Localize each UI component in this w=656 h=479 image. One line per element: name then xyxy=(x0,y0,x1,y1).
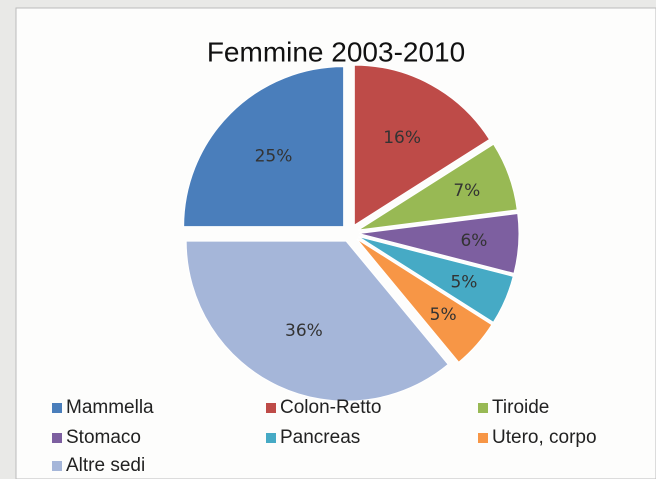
data-label: 7% xyxy=(453,181,480,201)
pie-slice xyxy=(356,238,493,363)
pie-slice xyxy=(357,236,514,323)
legend-swatch xyxy=(478,403,488,413)
chart-title: Femmine 2003-2010 xyxy=(207,36,465,67)
pie-slice xyxy=(358,212,520,274)
legend-swatch xyxy=(266,403,276,413)
legend-swatch xyxy=(52,461,62,471)
legend-label: Altre sedi xyxy=(66,455,145,476)
pie-slice xyxy=(183,66,345,228)
data-label: 6% xyxy=(460,231,487,251)
data-label: 5% xyxy=(430,305,457,325)
legend-swatch xyxy=(52,403,62,413)
pie-slice xyxy=(185,240,449,402)
pie-slice xyxy=(358,143,518,231)
legend-label: Stomaco xyxy=(66,427,141,448)
legend-label: Pancreas xyxy=(280,427,360,448)
legend-label: Utero, corpo xyxy=(492,427,597,448)
legend-swatch xyxy=(478,433,488,443)
legend-label: Colon-Retto xyxy=(280,397,381,418)
legend-swatch xyxy=(266,433,276,443)
data-label: 16% xyxy=(383,128,421,148)
legend-label: Tiroide xyxy=(492,397,549,418)
data-label: 36% xyxy=(285,321,323,341)
legend-label: Mammella xyxy=(66,397,154,418)
pie-slice xyxy=(353,64,491,227)
legend-swatch xyxy=(52,433,62,443)
data-label: 5% xyxy=(450,272,477,292)
data-label: 25% xyxy=(255,146,293,166)
